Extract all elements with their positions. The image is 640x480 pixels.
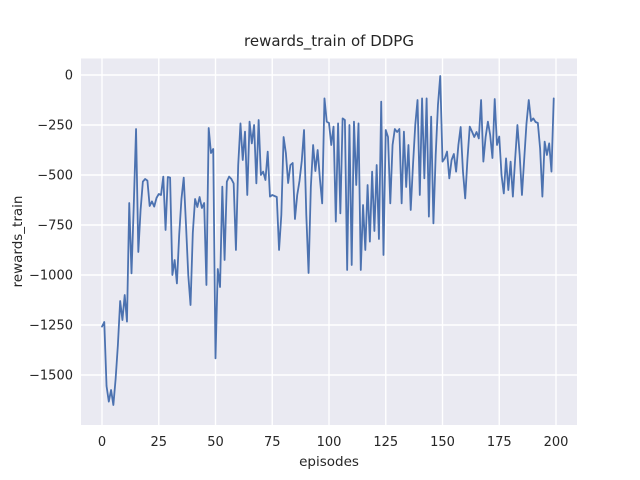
x-tick-label: 125: [373, 435, 398, 450]
x-tick-label: 25: [150, 435, 167, 450]
y-tick-label: −500: [37, 169, 73, 184]
y-axis-label: rewards_train: [10, 196, 26, 288]
x-axis-tick-labels: 0 25 50 75 100 125 150 175 200: [98, 435, 569, 450]
y-tick-label: −1500: [29, 369, 73, 384]
x-tick-label: 100: [317, 435, 342, 450]
y-axis-tick-labels: 0 −250 −500 −750 −1000 −1250 −1500: [29, 69, 73, 384]
y-tick-label: −250: [37, 119, 73, 134]
x-tick-label: 150: [430, 435, 455, 450]
chart-title: rewards_train of DDPG: [244, 32, 414, 51]
x-tick-label: 175: [487, 435, 512, 450]
y-tick-label: −1000: [29, 269, 73, 284]
y-tick-label: −1250: [29, 319, 73, 334]
rewards-line-series: [101, 75, 555, 406]
x-tick-label: 200: [544, 435, 569, 450]
x-tick-label: 50: [207, 435, 224, 450]
x-tick-label: 75: [264, 435, 281, 450]
x-tick-label: 0: [98, 435, 106, 450]
y-tick-label: 0: [65, 69, 73, 84]
x-axis-label: episodes: [299, 454, 359, 470]
y-tick-label: −750: [37, 219, 73, 234]
